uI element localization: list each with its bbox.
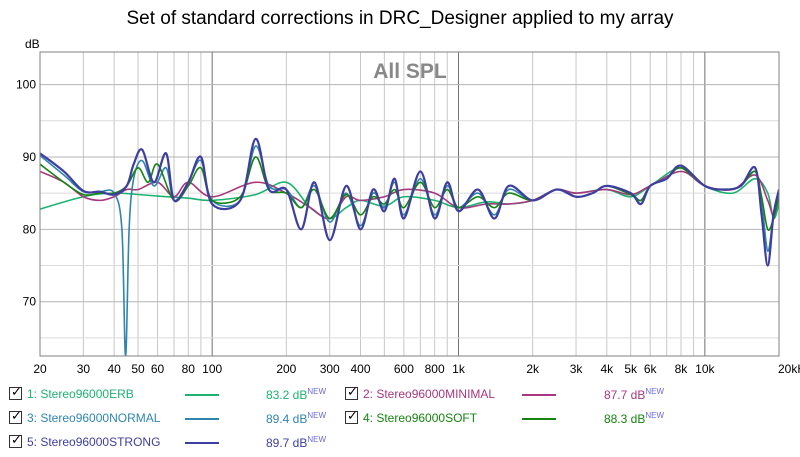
- x-tick-label: 2k: [526, 362, 540, 376]
- legend-item-1: 1: Stereo96000ERB 83.2 dBNEW: [0, 385, 800, 404]
- legend-checkbox[interactable]: [345, 385, 358, 400]
- legend-new-badge: NEW: [645, 387, 664, 396]
- chart-title: Set of standard corrections in DRC_Desig…: [126, 8, 674, 29]
- legend-swatch: [185, 442, 219, 444]
- plot-frame: [39, 51, 780, 357]
- x-tick-label: 3k: [570, 362, 584, 376]
- x-tick-label: 300: [320, 362, 340, 376]
- x-tick-label: 5k: [624, 362, 638, 376]
- y-tick-label: 80: [23, 222, 37, 236]
- legend-new-badge: NEW: [645, 411, 664, 420]
- y-tick-label: 100: [16, 78, 36, 92]
- legend-value: 87.7 dBNEW: [603, 387, 664, 402]
- legend-swatch: [522, 418, 556, 420]
- x-tick-label: 8k: [675, 362, 689, 376]
- series-layer: [40, 137, 779, 356]
- series-line-4: [40, 156, 779, 231]
- legend-swatch: [185, 418, 219, 420]
- x-tick-label: 200: [276, 362, 296, 376]
- x-tick-label: 600: [394, 362, 414, 376]
- y-tick-labels: 70 80 90 100: [16, 78, 36, 309]
- legend-new-badge: NEW: [307, 435, 326, 444]
- legend-value: 83.2 dBNEW: [265, 387, 326, 402]
- legend-label: 4: Stereo96000SOFT: [363, 411, 478, 425]
- x-tick-label: 10k: [695, 362, 715, 376]
- x-tick-label: 6k: [644, 362, 658, 376]
- x-tick-label: 60: [151, 362, 165, 376]
- y-axis-label: dB: [25, 37, 40, 51]
- chart-annotation: All SPL: [373, 60, 447, 83]
- x-tick-label: 100: [202, 362, 222, 376]
- legend-item-4: 4: Stereo96000SOFT 88.3 dBNEW: [0, 409, 800, 428]
- legend-label: 5: Stereo96000STRONG: [27, 435, 161, 449]
- legend-checkbox[interactable]: [9, 409, 22, 424]
- legend-value: 89.4 dBNEW: [265, 411, 326, 426]
- x-tick-label: 30: [77, 362, 91, 376]
- x-tick-label: 800: [425, 362, 445, 376]
- legend-new-badge: NEW: [307, 411, 326, 420]
- legend-swatch: [522, 394, 556, 396]
- y-tick-label: 70: [23, 295, 37, 309]
- legend-checkbox[interactable]: [9, 433, 22, 448]
- legend-new-badge: NEW: [307, 387, 326, 396]
- x-tick-label: 400: [350, 362, 370, 376]
- legend-value: 88.3 dBNEW: [603, 411, 664, 426]
- x-tick-label: 20: [33, 362, 47, 376]
- x-tick-labels: 20 30 40 50 60 80 100 200 300 400 600 800 1k 2k 3k 4k 5k…: [33, 362, 800, 376]
- series-line-2: [40, 170, 779, 220]
- grid: [40, 52, 779, 356]
- x-tick-label: 50: [131, 362, 145, 376]
- legend-checkbox[interactable]: [345, 409, 358, 424]
- legend-label: 2: Stereo96000MINIMAL: [363, 387, 496, 401]
- x-tick-label: 1k: [452, 362, 466, 376]
- x-tick-label: 20kHz: [778, 362, 800, 376]
- y-tick-label: 90: [23, 150, 37, 164]
- legend-swatch: [185, 394, 219, 396]
- legend-item-5: 5: Stereo96000STRONG 89.7 dBNEW: [0, 433, 800, 452]
- series-line-5: [40, 137, 779, 267]
- legend-label: 1: Stereo96000ERB: [27, 387, 134, 401]
- legend-value: 89.7 dBNEW: [265, 435, 326, 450]
- legend-checkbox[interactable]: [9, 385, 22, 400]
- legend-item-2: 2: Stereo96000MINIMAL 87.7 dBNEW: [0, 385, 800, 404]
- x-tick-label: 4k: [600, 362, 614, 376]
- legend-item-3: 3: Stereo96000NORMAL 89.4 dBNEW: [0, 409, 800, 428]
- x-tick-label: 40: [107, 362, 121, 376]
- x-tick-label: 80: [182, 362, 196, 376]
- legend-label: 3: Stereo96000NORMAL: [27, 411, 161, 425]
